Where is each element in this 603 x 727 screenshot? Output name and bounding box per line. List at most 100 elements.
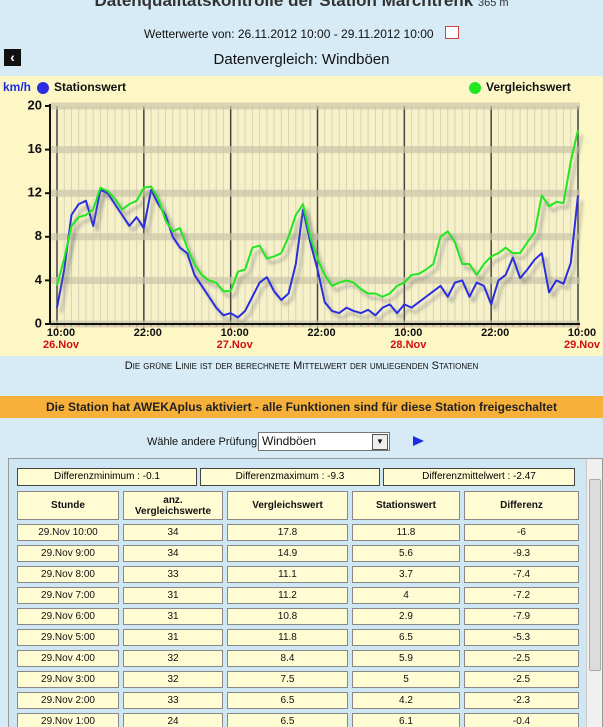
scroll-thumb[interactable] <box>589 479 601 671</box>
table-cell: 6.5 <box>227 713 348 727</box>
table-cell: 29.Nov 7:00 <box>17 587 119 604</box>
table-cell: 11.8 <box>227 629 348 646</box>
legend-marker <box>469 82 481 94</box>
legend-label: Vergleichswert <box>486 80 571 94</box>
y-tick-label: 4 <box>35 272 43 287</box>
series-line <box>56 129 579 298</box>
table-cell: -7.9 <box>464 608 579 625</box>
table-cell: 29.Nov 1:00 <box>17 713 119 727</box>
y-tick-label: 12 <box>28 185 42 200</box>
calendar-icon[interactable] <box>444 26 459 39</box>
table-cell: 8.4 <box>227 650 348 667</box>
table-cell: -6 <box>464 524 579 541</box>
table-cell: -7.4 <box>464 566 579 583</box>
x-tick-date: 29.Nov <box>564 339 601 351</box>
selector[interactable]: Windböen ▼ <box>258 432 390 451</box>
table-row: 29.Nov 9:00 34 14.9 5.6 -9.3 <box>17 545 579 562</box>
table-row: 29.Nov 5:00 31 11.8 6.5 -5.3 <box>17 629 579 646</box>
column-header[interactable]: anz. Vergleichswerte <box>123 491 223 520</box>
table-cell: 29.Nov 6:00 <box>17 608 119 625</box>
dropdown-arrow[interactable]: ▼ <box>372 434 388 450</box>
table-row: 29.Nov 3:00 32 7.5 5 -2.5 <box>17 671 579 688</box>
table-cell: -5.3 <box>464 629 579 646</box>
table-cell: 11.2 <box>227 587 348 604</box>
column-header[interactable]: Vergleichswert <box>227 491 348 520</box>
selector-label: Wähle andere Prüfung <box>147 436 258 448</box>
table-row: 29.Nov 10:00 34 17.8 11.8 -6 <box>17 524 579 541</box>
stat: Differenzminimum : -0.1 <box>17 468 197 486</box>
y-tick-label: 16 <box>28 141 42 156</box>
x-tick-label: 10:00 <box>47 327 75 339</box>
x-tick-label: 10:00 <box>394 327 422 339</box>
table-cell: 4.2 <box>352 692 460 709</box>
subtitle: Datenvergleich: Windböen <box>213 51 390 68</box>
table-cell: 3.7 <box>352 566 460 583</box>
table-cell: 31 <box>123 629 223 646</box>
table-row: 29.Nov 4:00 32 8.4 5.9 -2.5 <box>17 650 579 667</box>
table-cell: -2.3 <box>464 692 579 709</box>
table-cell: 31 <box>123 608 223 625</box>
scrollbar[interactable] <box>586 459 602 727</box>
table-cell: 11.8 <box>352 524 460 541</box>
table-cell: 11.1 <box>227 566 348 583</box>
x-tick-label: 22:00 <box>481 327 509 339</box>
table-cell: -0.4 <box>464 713 579 727</box>
chart-note: Die grüne Linie ist der berechnete Mitte… <box>124 360 479 372</box>
table-row: 29.Nov 8:00 33 11.1 3.7 -7.4 <box>17 566 579 583</box>
table-cell: 33 <box>123 566 223 583</box>
table-cell: 31 <box>123 587 223 604</box>
table-cell: 5.6 <box>352 545 460 562</box>
table-cell: 32 <box>123 671 223 688</box>
table-cell: 17.8 <box>227 524 348 541</box>
stat: Differenzmittelwert : -2.47 <box>383 468 575 486</box>
table-cell: 6.5 <box>227 692 348 709</box>
column-header[interactable]: Differenz <box>464 491 579 520</box>
column-header[interactable]: Stationswert <box>352 491 460 520</box>
table-panel: Differenzminimum : -0.1 Differenzmaximum … <box>8 458 603 727</box>
legend-marker <box>37 82 49 94</box>
table-cell: 10.8 <box>227 608 348 625</box>
x-tick-label: 22:00 <box>134 327 162 339</box>
table-cell: 34 <box>123 524 223 541</box>
table-row: 29.Nov 6:00 31 10.8 2.9 -7.9 <box>17 608 579 625</box>
table-cell: 29.Nov 4:00 <box>17 650 119 667</box>
table-cell: -2.5 <box>464 650 579 667</box>
title-text: Datenqualitätskontrolle der Station Marc… <box>94 0 474 10</box>
legend-label: Stationswert <box>54 80 126 94</box>
column-header[interactable]: Stunde <box>17 491 119 520</box>
x-tick-label: 10:00 <box>568 327 596 339</box>
go-button[interactable] <box>413 436 424 446</box>
period: Wetterwerte von: 26.11.2012 10:00 - 29.1… <box>0 26 603 41</box>
period-text: Wetterwerte von: 26.11.2012 10:00 - 29.1… <box>144 27 434 41</box>
table-cell: 7.5 <box>227 671 348 688</box>
table-cell: 2.9 <box>352 608 460 625</box>
y-tick-label: 20 <box>28 97 42 112</box>
back-button[interactable]: ‹ <box>4 49 21 66</box>
table-cell: 6.1 <box>352 713 460 727</box>
selector-row: Wähle andere Prüfung Windböen ▼ <box>0 431 603 451</box>
table-cell: 29.Nov 10:00 <box>17 524 119 541</box>
table-cell: 29.Nov 8:00 <box>17 566 119 583</box>
table-cell: 29.Nov 3:00 <box>17 671 119 688</box>
x-tick-label: 10:00 <box>221 327 249 339</box>
table-cell: 14.9 <box>227 545 348 562</box>
table-cell: 29.Nov 2:00 <box>17 692 119 709</box>
x-tick-label: 22:00 <box>307 327 335 339</box>
altitude: 365 m <box>477 0 509 9</box>
y-axis-label: km/h <box>3 80 31 94</box>
table-cell: -2.5 <box>464 671 579 688</box>
banner: Die Station hat AWEKAplus aktiviert - al… <box>0 396 603 418</box>
table-cell: -7.2 <box>464 587 579 604</box>
x-tick-date: 28.Nov <box>390 339 427 351</box>
x-tick-date: 27.Nov <box>217 339 254 351</box>
table-row: 29.Nov 1:00 24 6.5 6.1 -0.4 <box>17 713 579 727</box>
table-cell: -9.3 <box>464 545 579 562</box>
table-cell: 5 <box>352 671 460 688</box>
table-cell: 4 <box>352 587 460 604</box>
table-cell: 33 <box>123 692 223 709</box>
y-tick-label: 0 <box>35 315 42 330</box>
table-row: 29.Nov 7:00 31 11.2 4 -7.2 <box>17 587 579 604</box>
table-cell: 5.9 <box>352 650 460 667</box>
series-line <box>56 188 579 319</box>
